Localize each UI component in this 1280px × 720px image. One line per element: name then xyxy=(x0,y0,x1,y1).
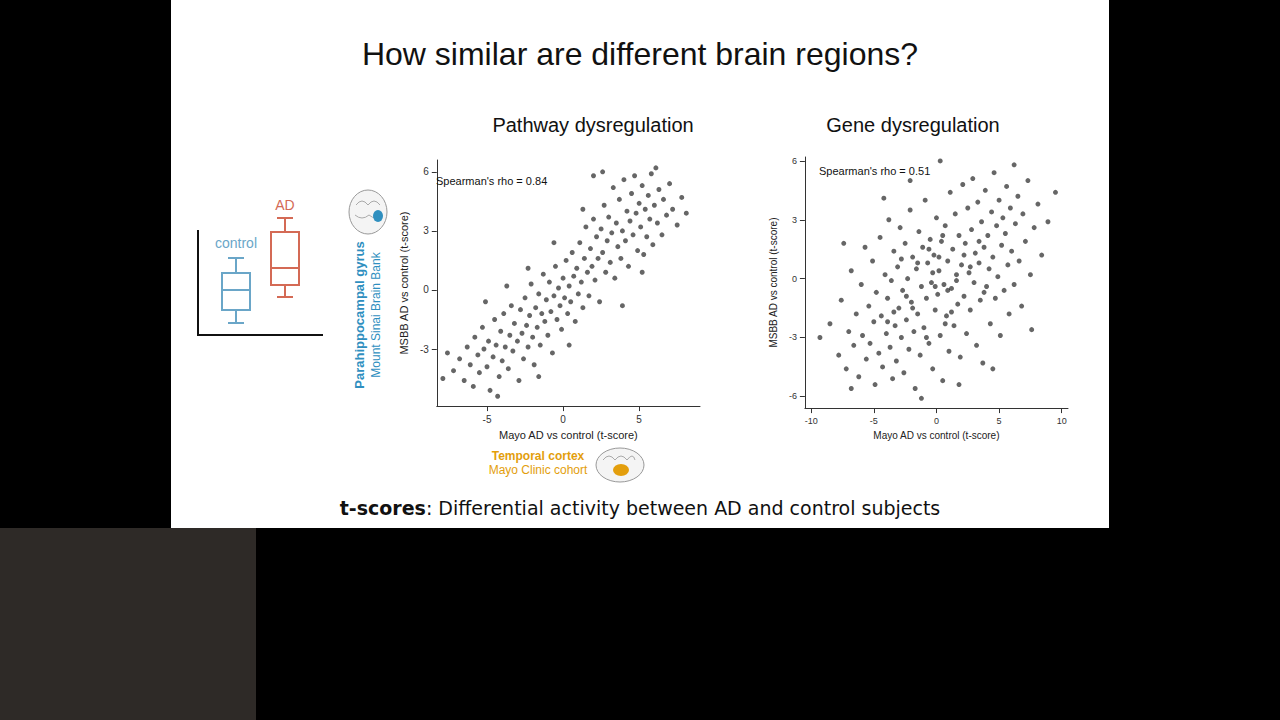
svg-text:6: 6 xyxy=(423,166,429,177)
svg-text:0: 0 xyxy=(792,274,797,284)
svg-text:Spearman's rho = 0.84: Spearman's rho = 0.84 xyxy=(436,175,547,187)
svg-text:Mayo AD vs control (t-score): Mayo AD vs control (t-score) xyxy=(499,429,638,441)
html-text:Temporal cortex: Temporal cortex xyxy=(491,449,585,463)
svg-text:Mayo AD vs control (t-score): Mayo AD vs control (t-score) xyxy=(873,430,999,441)
svg-text:MSBB AD vs control (t-score): MSBB AD vs control (t-score) xyxy=(768,218,779,348)
svg-text:Gene dysregulation: Gene dysregulation xyxy=(826,114,999,136)
svg-text:0: 0 xyxy=(934,416,939,426)
svg-text:Pathway dysregulation: Pathway dysregulation xyxy=(492,114,693,136)
svg-text:5: 5 xyxy=(997,416,1002,426)
svg-text:6: 6 xyxy=(792,156,797,166)
svg-text:-10: -10 xyxy=(805,416,818,426)
svg-text:3: 3 xyxy=(423,225,429,236)
html-text:How similar are different brai: How similar are different brain regions? xyxy=(361,36,918,72)
svg-text:3: 3 xyxy=(792,215,797,225)
svg-text:MSBB AD vs control (t-score): MSBB AD vs control (t-score) xyxy=(398,212,410,355)
svg-text:10: 10 xyxy=(1057,416,1067,426)
svg-text:AD: AD xyxy=(275,197,294,213)
svg-text:Spearman's rho = 0.51: Spearman's rho = 0.51 xyxy=(819,165,930,177)
svg-text:-3: -3 xyxy=(420,344,429,355)
html-text:Mayo Clinic cohort: Mayo Clinic cohort xyxy=(488,463,588,477)
html-text:Parahippocampal gyrus: Parahippocampal gyrus xyxy=(352,241,367,389)
svg-text:-6: -6 xyxy=(789,391,797,401)
svg-text:-5: -5 xyxy=(483,414,492,425)
svg-text:-3: -3 xyxy=(789,332,797,342)
html-text:Mount Sinai Brain Bank: Mount Sinai Brain Bank xyxy=(369,252,383,378)
svg-text:-5: -5 xyxy=(870,416,878,426)
html-text:t-scores: Differential activit: t-scores: Differential activity between … xyxy=(339,497,941,519)
svg-text:0: 0 xyxy=(423,284,429,295)
svg-text:0: 0 xyxy=(560,414,566,425)
svg-text:control: control xyxy=(215,235,257,251)
svg-text:5: 5 xyxy=(636,414,642,425)
